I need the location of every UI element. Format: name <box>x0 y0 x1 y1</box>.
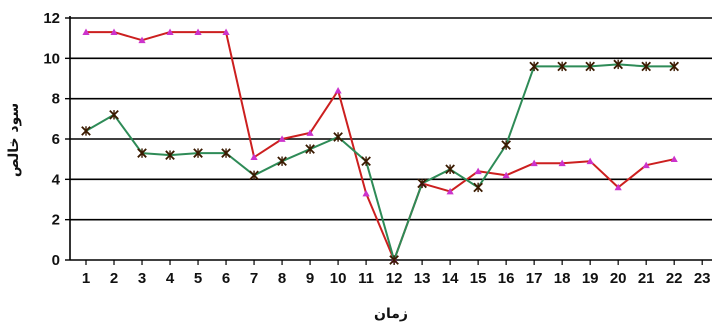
series-2-point <box>165 150 175 160</box>
y-tick-label: 0 <box>52 252 60 269</box>
series-1-point <box>586 157 594 165</box>
series-2-point <box>81 126 91 136</box>
series-1-point <box>138 36 146 44</box>
series-2-point <box>333 132 343 142</box>
series-2-point <box>249 170 259 181</box>
x-tick-label: 16 <box>498 270 515 287</box>
x-tick-label: 13 <box>414 270 431 287</box>
y-axis-title: سود خالص <box>6 103 22 177</box>
series-2-point <box>417 178 427 189</box>
series-2-line <box>85 63 675 261</box>
series-2-point <box>305 144 315 154</box>
series-2-point <box>389 255 399 265</box>
series-1-point <box>334 87 342 94</box>
series-2-point <box>277 156 287 167</box>
axes <box>69 16 712 261</box>
x-tick-label: 21 <box>638 270 655 287</box>
series-2-point <box>361 156 371 167</box>
x-tick-label: 3 <box>138 270 146 287</box>
x-tick-label: 15 <box>470 270 487 287</box>
y-axis-ticks: 0 2 4 6 8 10 12 <box>43 10 70 269</box>
series-1-point <box>446 187 454 195</box>
series-2-point <box>529 61 539 72</box>
x-tick-label: 17 <box>526 270 543 287</box>
x-tick-label: 4 <box>166 270 175 287</box>
series-1-point <box>642 161 650 169</box>
y-tick-label: 12 <box>43 10 60 27</box>
series-1-point <box>194 28 202 35</box>
series-2-point <box>585 61 595 72</box>
x-tick-label: 8 <box>278 270 286 287</box>
series-1-point <box>530 159 538 167</box>
series-1-point <box>250 153 258 161</box>
x-tick-label: 18 <box>554 270 571 287</box>
x-tick-label: 23 <box>694 270 711 287</box>
series-1-point <box>670 155 678 163</box>
x-tick-label: 20 <box>610 270 627 287</box>
x-tick-label: 19 <box>582 270 599 287</box>
x-tick-label: 5 <box>194 270 202 287</box>
series-1-point <box>110 28 118 35</box>
series-1-point <box>222 28 230 35</box>
y-tick-label: 6 <box>52 131 60 148</box>
series-2-point <box>221 148 231 158</box>
series-2-point <box>557 61 567 72</box>
y-tick-label: 8 <box>52 91 60 108</box>
series-1-point <box>278 135 286 142</box>
x-tick-label: 10 <box>330 270 347 287</box>
x-tick-label: 1 <box>82 270 90 287</box>
series-2-point <box>501 140 511 150</box>
gridlines <box>70 17 712 221</box>
x-tick-label: 12 <box>386 270 403 287</box>
series-lines <box>85 31 675 261</box>
series-1-point <box>306 129 314 136</box>
series-1-point <box>474 167 482 175</box>
series-1-point <box>614 183 622 191</box>
x-tick-label: 11 <box>358 270 374 287</box>
series-1-point <box>82 28 90 35</box>
y-tick-label: 4 <box>52 171 61 188</box>
series-1-point <box>502 171 510 179</box>
x-tick-label: 7 <box>250 270 258 287</box>
x-axis-ticks: 1 2 3 4 5 6 7 8 9 10 11 12 13 14 15 16 17 18 19 20 21 22 23 <box>82 260 711 287</box>
series-2-point <box>109 109 119 120</box>
x-tick-label: 6 <box>222 270 230 287</box>
series-2-point <box>669 61 680 72</box>
x-tick-label: 9 <box>306 270 314 287</box>
series-2-point <box>641 61 652 72</box>
series-markers <box>81 28 680 265</box>
x-tick-label: 14 <box>442 270 459 287</box>
series-1-line <box>86 31 675 261</box>
series-1-point <box>558 159 566 167</box>
series-2-point <box>445 164 455 175</box>
y-tick-label: 10 <box>43 50 60 67</box>
series-2-point <box>613 59 624 70</box>
series-1-point <box>362 189 370 197</box>
series-2-point <box>137 148 147 158</box>
y-tick-label: 2 <box>52 212 60 229</box>
series-2-point <box>193 148 203 158</box>
series-1-point <box>166 28 174 35</box>
x-tick-label: 2 <box>110 270 118 287</box>
x-axis-title: زمان <box>374 306 408 322</box>
x-tick-label: 22 <box>666 270 683 287</box>
series-2-point <box>473 182 483 193</box>
